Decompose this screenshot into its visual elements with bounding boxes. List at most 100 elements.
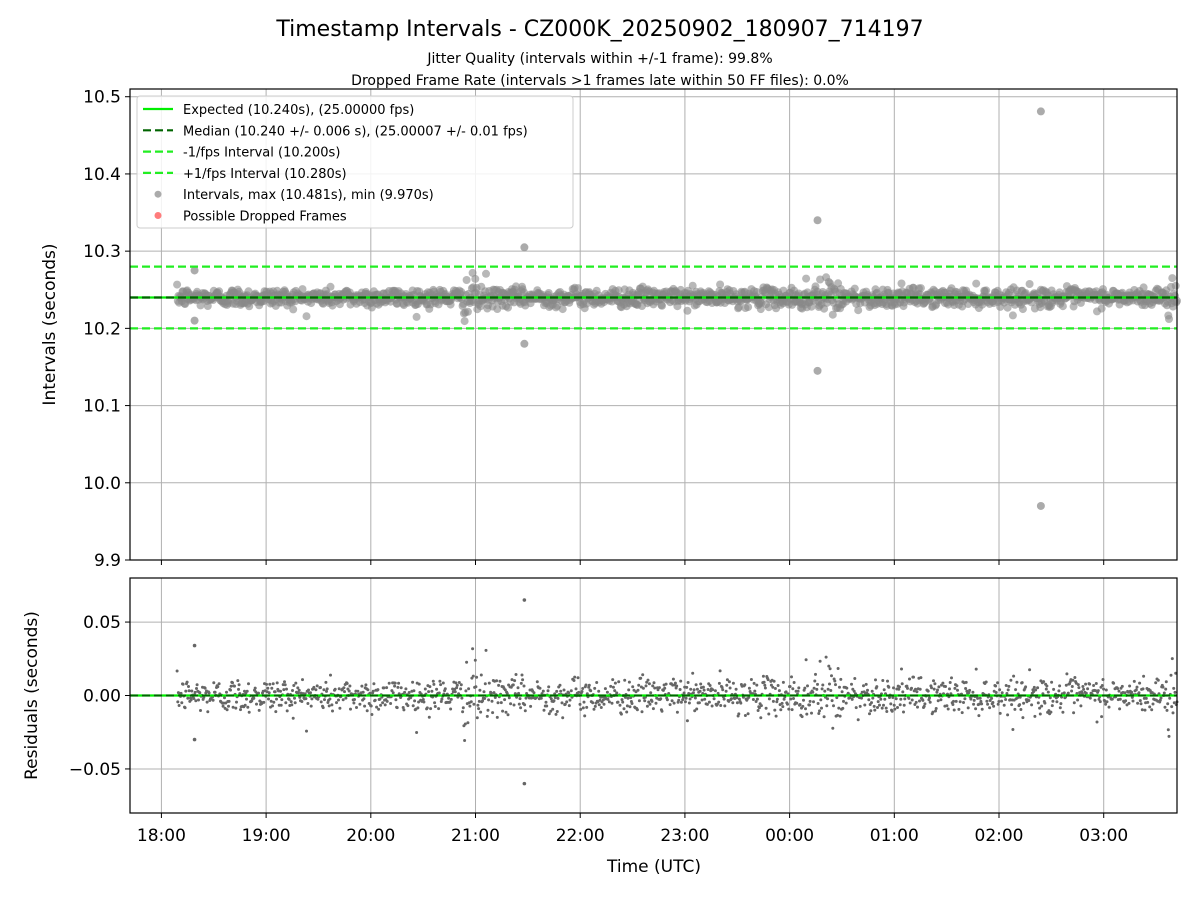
residual-point (1030, 703, 1034, 707)
residual-point (377, 707, 381, 711)
residual-point (931, 710, 935, 714)
residual-point (641, 686, 645, 690)
residual-point (1123, 691, 1127, 695)
residual-point (433, 701, 437, 705)
residual-point (1004, 698, 1008, 701)
residual-point (599, 706, 603, 709)
residual-point (239, 708, 242, 712)
residual-point (1032, 685, 1036, 689)
interval-point (412, 312, 421, 321)
intervals-ytick-label: 10.0 (83, 474, 121, 494)
residual-point (517, 702, 521, 706)
residual-point (555, 689, 559, 693)
residual-point (245, 689, 249, 693)
residual-point (341, 698, 345, 702)
residual-point (618, 703, 622, 707)
interval-point (244, 287, 253, 296)
residual-point (282, 688, 286, 692)
legend-label: Median (10.240 +/- 0.006 s), (25.00007 +… (183, 124, 528, 139)
residual-point (737, 697, 741, 701)
residual-point (891, 696, 895, 699)
residual-point (1077, 686, 1081, 690)
residual-point (448, 700, 452, 704)
residual-point (551, 707, 555, 711)
residual-point (289, 700, 293, 704)
residual-point (563, 702, 567, 706)
residual-point (247, 710, 251, 714)
interval-point (1168, 274, 1177, 283)
residual-point (756, 709, 760, 712)
residual-point (1094, 689, 1098, 693)
residual-point (752, 681, 756, 685)
residual-point (407, 691, 411, 694)
residual-point (702, 688, 706, 692)
residual-point (553, 696, 557, 700)
residual-point (246, 705, 250, 709)
residual-point (934, 707, 938, 710)
residual-point (558, 683, 562, 687)
legend-label: Expected (10.240s), (25.00000 fps) (183, 103, 414, 118)
residual-point (585, 705, 589, 709)
residual-point (625, 710, 629, 714)
residual-point (572, 679, 576, 682)
residual-point (627, 680, 631, 684)
residual-point (858, 704, 862, 708)
residual-point (813, 679, 817, 683)
residual-point (775, 697, 779, 701)
residual-point (1137, 691, 1141, 695)
residual-point (894, 697, 898, 701)
residual-point (389, 702, 393, 705)
residual-point (631, 685, 635, 689)
residual-point (749, 678, 753, 681)
intervals-frame (129, 88, 1178, 561)
residual-point (786, 702, 789, 706)
residual-point (688, 697, 692, 701)
residual-point (1066, 691, 1070, 695)
residuals-xtick-label: 01:00 (870, 826, 919, 846)
residual-point (225, 690, 228, 694)
residual-point (298, 695, 302, 699)
residual-point (283, 683, 287, 687)
residual-point (808, 703, 811, 707)
residual-point (781, 680, 785, 684)
residual-point (882, 703, 885, 707)
residual-point (836, 667, 840, 670)
residual-point (754, 700, 758, 703)
residual-point (1142, 674, 1146, 678)
residual-point (845, 686, 849, 690)
residual-point (1136, 701, 1140, 705)
residual-point (617, 680, 621, 684)
residual-point (486, 708, 490, 712)
residual-point (1007, 684, 1011, 688)
interval-point (302, 312, 311, 321)
residual-point (1006, 713, 1010, 717)
residual-point (1084, 682, 1088, 686)
residual-point (798, 703, 802, 706)
residual-point (671, 677, 675, 681)
residual-point (1038, 706, 1042, 710)
residual-point (478, 688, 482, 692)
residual-point (902, 703, 906, 707)
residual-point (471, 647, 475, 651)
residual-point (394, 698, 398, 702)
residual-point (654, 701, 658, 705)
residual-point (443, 687, 447, 691)
residual-point (899, 697, 903, 701)
residual-point (863, 703, 867, 707)
residual-point (597, 689, 601, 693)
residual-point (190, 689, 194, 693)
residual-point (660, 709, 664, 713)
residual-point (578, 702, 582, 706)
residual-point (562, 688, 566, 692)
residual-point (1141, 687, 1145, 691)
residual-point (1166, 728, 1170, 732)
residual-point (817, 712, 821, 715)
residual-point (629, 696, 633, 700)
interval-point (1165, 315, 1173, 323)
residual-point (912, 675, 915, 679)
residual-point (611, 678, 615, 682)
residual-point (771, 699, 775, 703)
residual-point (816, 682, 819, 686)
residual-point (415, 731, 419, 734)
residual-point (177, 704, 181, 707)
